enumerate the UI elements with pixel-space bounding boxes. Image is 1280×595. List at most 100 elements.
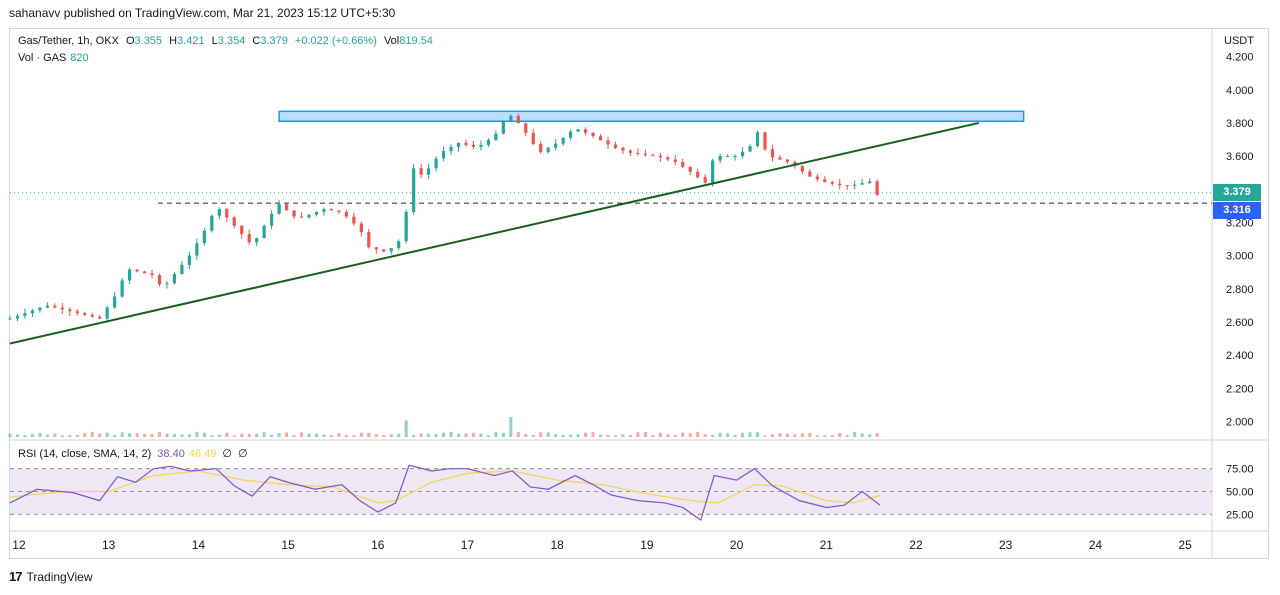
volume-bar [352,435,356,437]
volume-bar [143,433,147,437]
candle-body [598,136,603,141]
candle-body [494,133,498,141]
rsi-tick-label: 50.00 [1226,487,1254,499]
candle-body [128,269,132,281]
volume-bar [98,433,102,437]
volume-bar [382,435,386,437]
volume-series-label[interactable]: Vol · GAS [18,52,67,64]
candle-body [755,132,760,147]
candle-body [427,168,431,175]
symbol-label[interactable]: Gas/Tether, 1h, OKX [18,35,119,47]
candle-body [157,275,162,285]
volume-bar [427,433,431,437]
time-tick-label: 19 [640,538,654,552]
volume-bar [673,434,677,437]
volume-bar [785,433,789,437]
volume-bar [815,435,819,437]
price-tick-label: 2.600 [1226,317,1254,329]
volume-bar [90,431,94,437]
volume-bar [240,433,244,437]
candle-body [344,211,348,217]
price-tick-label: 4.000 [1226,85,1254,97]
price-tick-label: 4.200 [1226,52,1254,64]
ascending-trendline [9,121,979,345]
candle-body [225,209,229,218]
volume-bar [763,435,767,437]
volume-bar [733,434,737,437]
volume-bar [397,433,401,437]
volume-bar [838,432,842,437]
candle-body [868,181,872,184]
volume-bar [83,432,87,437]
volume-bar [292,435,296,437]
candle-body [307,214,311,218]
volume-bar [158,431,162,437]
candle-body [531,132,535,144]
candle-body [172,274,177,284]
volume-bar [210,435,214,437]
candle-body [546,147,550,152]
candle-body [539,143,543,152]
vol-label: Vol [383,35,400,47]
rsi-line [9,464,881,521]
candle-body [486,140,491,145]
volume-bar [756,432,760,437]
volume-bar [38,433,42,437]
candle-body [726,156,730,158]
candle-body [23,313,27,316]
candle-body [576,129,580,132]
price-tick-label: 3.000 [1226,251,1254,263]
volume-bar [800,433,804,437]
volume-series-value: 820 [70,52,89,64]
candle-body [322,209,326,212]
volume-bar [643,431,647,437]
rsi-label[interactable]: RSI (14, close, SMA, 14, 2) [18,448,152,460]
volume-bar [45,434,49,437]
volume-bar [823,435,827,437]
volume-bar [486,435,490,437]
candle-body [583,129,588,133]
candle-body [120,280,124,297]
candle-body [98,316,102,319]
candle-body [733,156,737,158]
volume-bar [15,434,19,437]
footer-brand[interactable]: 17 TradingView [9,569,93,584]
candle-body [456,142,461,147]
time-tick-label: 25 [1178,538,1192,552]
change-value: +0.022 (+0.66%) [294,35,377,47]
volume-bar [60,435,64,437]
candle-body [815,176,819,180]
volume-bar [613,435,617,437]
volume-bar [546,432,550,437]
volume-legend: Vol · GAS 820 [18,52,89,64]
close-value: 3.379 [260,35,288,47]
low-value: 3.354 [217,35,246,47]
volume-bar [471,432,475,437]
volume-bar [23,435,27,437]
volume-bar [860,433,864,437]
candle-body [464,142,468,145]
volume-bar [681,432,685,437]
candle-body [651,154,655,156]
volume-bar [113,435,117,437]
volume-bar [501,432,505,437]
volume-bar [666,434,670,437]
price-tick-label: 2.200 [1226,383,1254,395]
candle-body [509,115,513,121]
volume-bar [778,433,782,437]
candle-body [314,211,319,215]
time-tick-label: 17 [461,538,475,552]
volume-bar [322,434,326,437]
volume-bar [853,431,857,437]
volume-bar [726,433,730,437]
price-tick-label: 2.400 [1226,350,1254,362]
resistance-zone [278,110,1025,123]
volume-bar [307,433,311,437]
volume-bar [285,432,289,437]
volume-bar [277,433,281,437]
volume-bar [367,432,371,437]
volume-bar [509,417,513,437]
volume-bar [329,434,333,437]
candle-body [591,132,595,137]
